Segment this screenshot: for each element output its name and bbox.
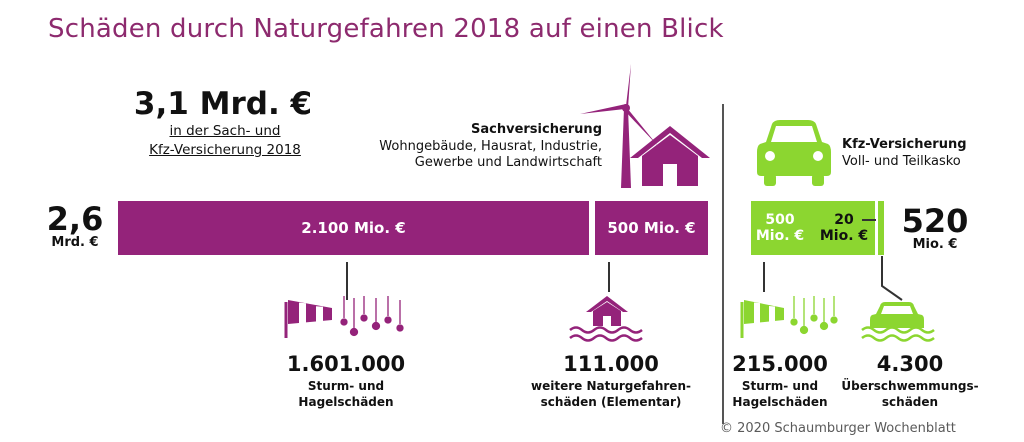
wind-turbine-icon: [580, 64, 658, 188]
connector-elementar-sach: [608, 262, 610, 292]
total-subtitle: in der Sach- und Kfz-Versicherung 2018: [120, 122, 330, 160]
connector-flood-kfz: [881, 256, 903, 301]
bar-elementar-sach: 500 Mio. €: [595, 201, 708, 255]
sach-description: Wohngebäude, Hausrat, Industrie, Gewerbe…: [360, 139, 602, 171]
bar-kfz: [751, 201, 875, 255]
bar-label-flood-kfz-value: 20: [834, 212, 854, 228]
connector-flood-kfz-tick: [862, 219, 876, 221]
house-icon: [630, 126, 710, 186]
kfz-total-value: 520: [901, 202, 969, 240]
windsock-hail-icon: [284, 296, 404, 338]
total-subtitle-line2: Kfz-Versicherung 2018: [149, 142, 301, 158]
connector-storm-hail-sach: [346, 262, 348, 300]
bar-storm-hail-sach: 2.100 Mio. €: [118, 201, 589, 255]
count-label-elementar-sach-line1: weitere Naturgefahren-: [531, 379, 691, 393]
bar-label-elementar-sach: 500 Mio. €: [607, 219, 696, 237]
kfz-description: Voll- und Teilkasko: [842, 154, 961, 169]
flooded-house-icon: [569, 296, 643, 342]
bar-label-flood-kfz-unit: Mio. €: [819, 228, 869, 244]
bar-label-flood-kfz: 20 Mio. €: [816, 212, 872, 244]
count-storm-hail-kfz: 215.000: [732, 352, 828, 376]
flooded-car-icon: [861, 302, 935, 342]
sach-title: Sachversicherung: [471, 122, 602, 137]
total-amount: 3,1 Mrd. €: [133, 86, 313, 122]
sach-total-value: 2,6: [46, 200, 104, 238]
count-label-elementar-sach-line2: schäden (Elementar): [540, 395, 682, 409]
count-label-storm-hail-kfz-line2: Hagelschäden: [732, 395, 828, 409]
section-divider: [722, 104, 724, 424]
count-label-flood-kfz: Überschwemmungs- schäden: [840, 378, 980, 410]
kfz-total-unit: Mio. €: [912, 237, 958, 252]
page-title: Schäden durch Naturgefahren 2018 auf ein…: [48, 14, 724, 44]
count-label-flood-kfz-line1: Überschwemmungs-: [841, 379, 979, 393]
count-elementar-sach: 111.000: [563, 352, 659, 376]
bar-label-storm-hail-kfz: 500 Mio. €: [754, 212, 806, 244]
count-label-storm-hail-sach-line2: Hagelschäden: [298, 395, 394, 409]
bar-label-storm-hail-kfz-unit: Mio. €: [755, 228, 805, 244]
count-label-flood-kfz-line2: schäden: [881, 395, 939, 409]
connector-storm-hail-kfz: [763, 262, 765, 292]
total-subtitle-line1: in der Sach- und: [169, 123, 281, 139]
count-label-elementar-sach: weitere Naturgefahren- schäden (Elementa…: [520, 378, 702, 410]
bar-label-storm-hail-kfz-value: 500: [765, 212, 795, 228]
bar-label-storm-hail-sach: 2.100 Mio. €: [301, 219, 406, 237]
sach-desc-line1: Wohngebäude, Hausrat, Industrie,: [379, 139, 602, 154]
sach-desc-line2: Gewerbe und Landwirtschaft: [414, 155, 602, 170]
count-label-storm-hail-kfz-line1: Sturm- und: [741, 379, 819, 393]
count-label-storm-hail-sach-line1: Sturm- und: [307, 379, 385, 393]
windsock-hail-green-icon: [740, 296, 838, 338]
count-flood-kfz: 4.300: [876, 352, 944, 376]
copyright-notice: © 2020 Schaumburger Wochenblatt: [720, 421, 956, 436]
bar-kfz-small: [878, 201, 884, 255]
sach-total-unit: Mrd. €: [51, 235, 99, 250]
count-label-storm-hail-kfz: Sturm- und Hagelschäden: [724, 378, 836, 410]
count-label-storm-hail-sach: Sturm- und Hagelschäden: [266, 378, 426, 410]
kfz-title: Kfz-Versicherung: [842, 137, 967, 152]
count-storm-hail-sach: 1.601.000: [286, 352, 406, 376]
car-icon: [757, 120, 831, 186]
